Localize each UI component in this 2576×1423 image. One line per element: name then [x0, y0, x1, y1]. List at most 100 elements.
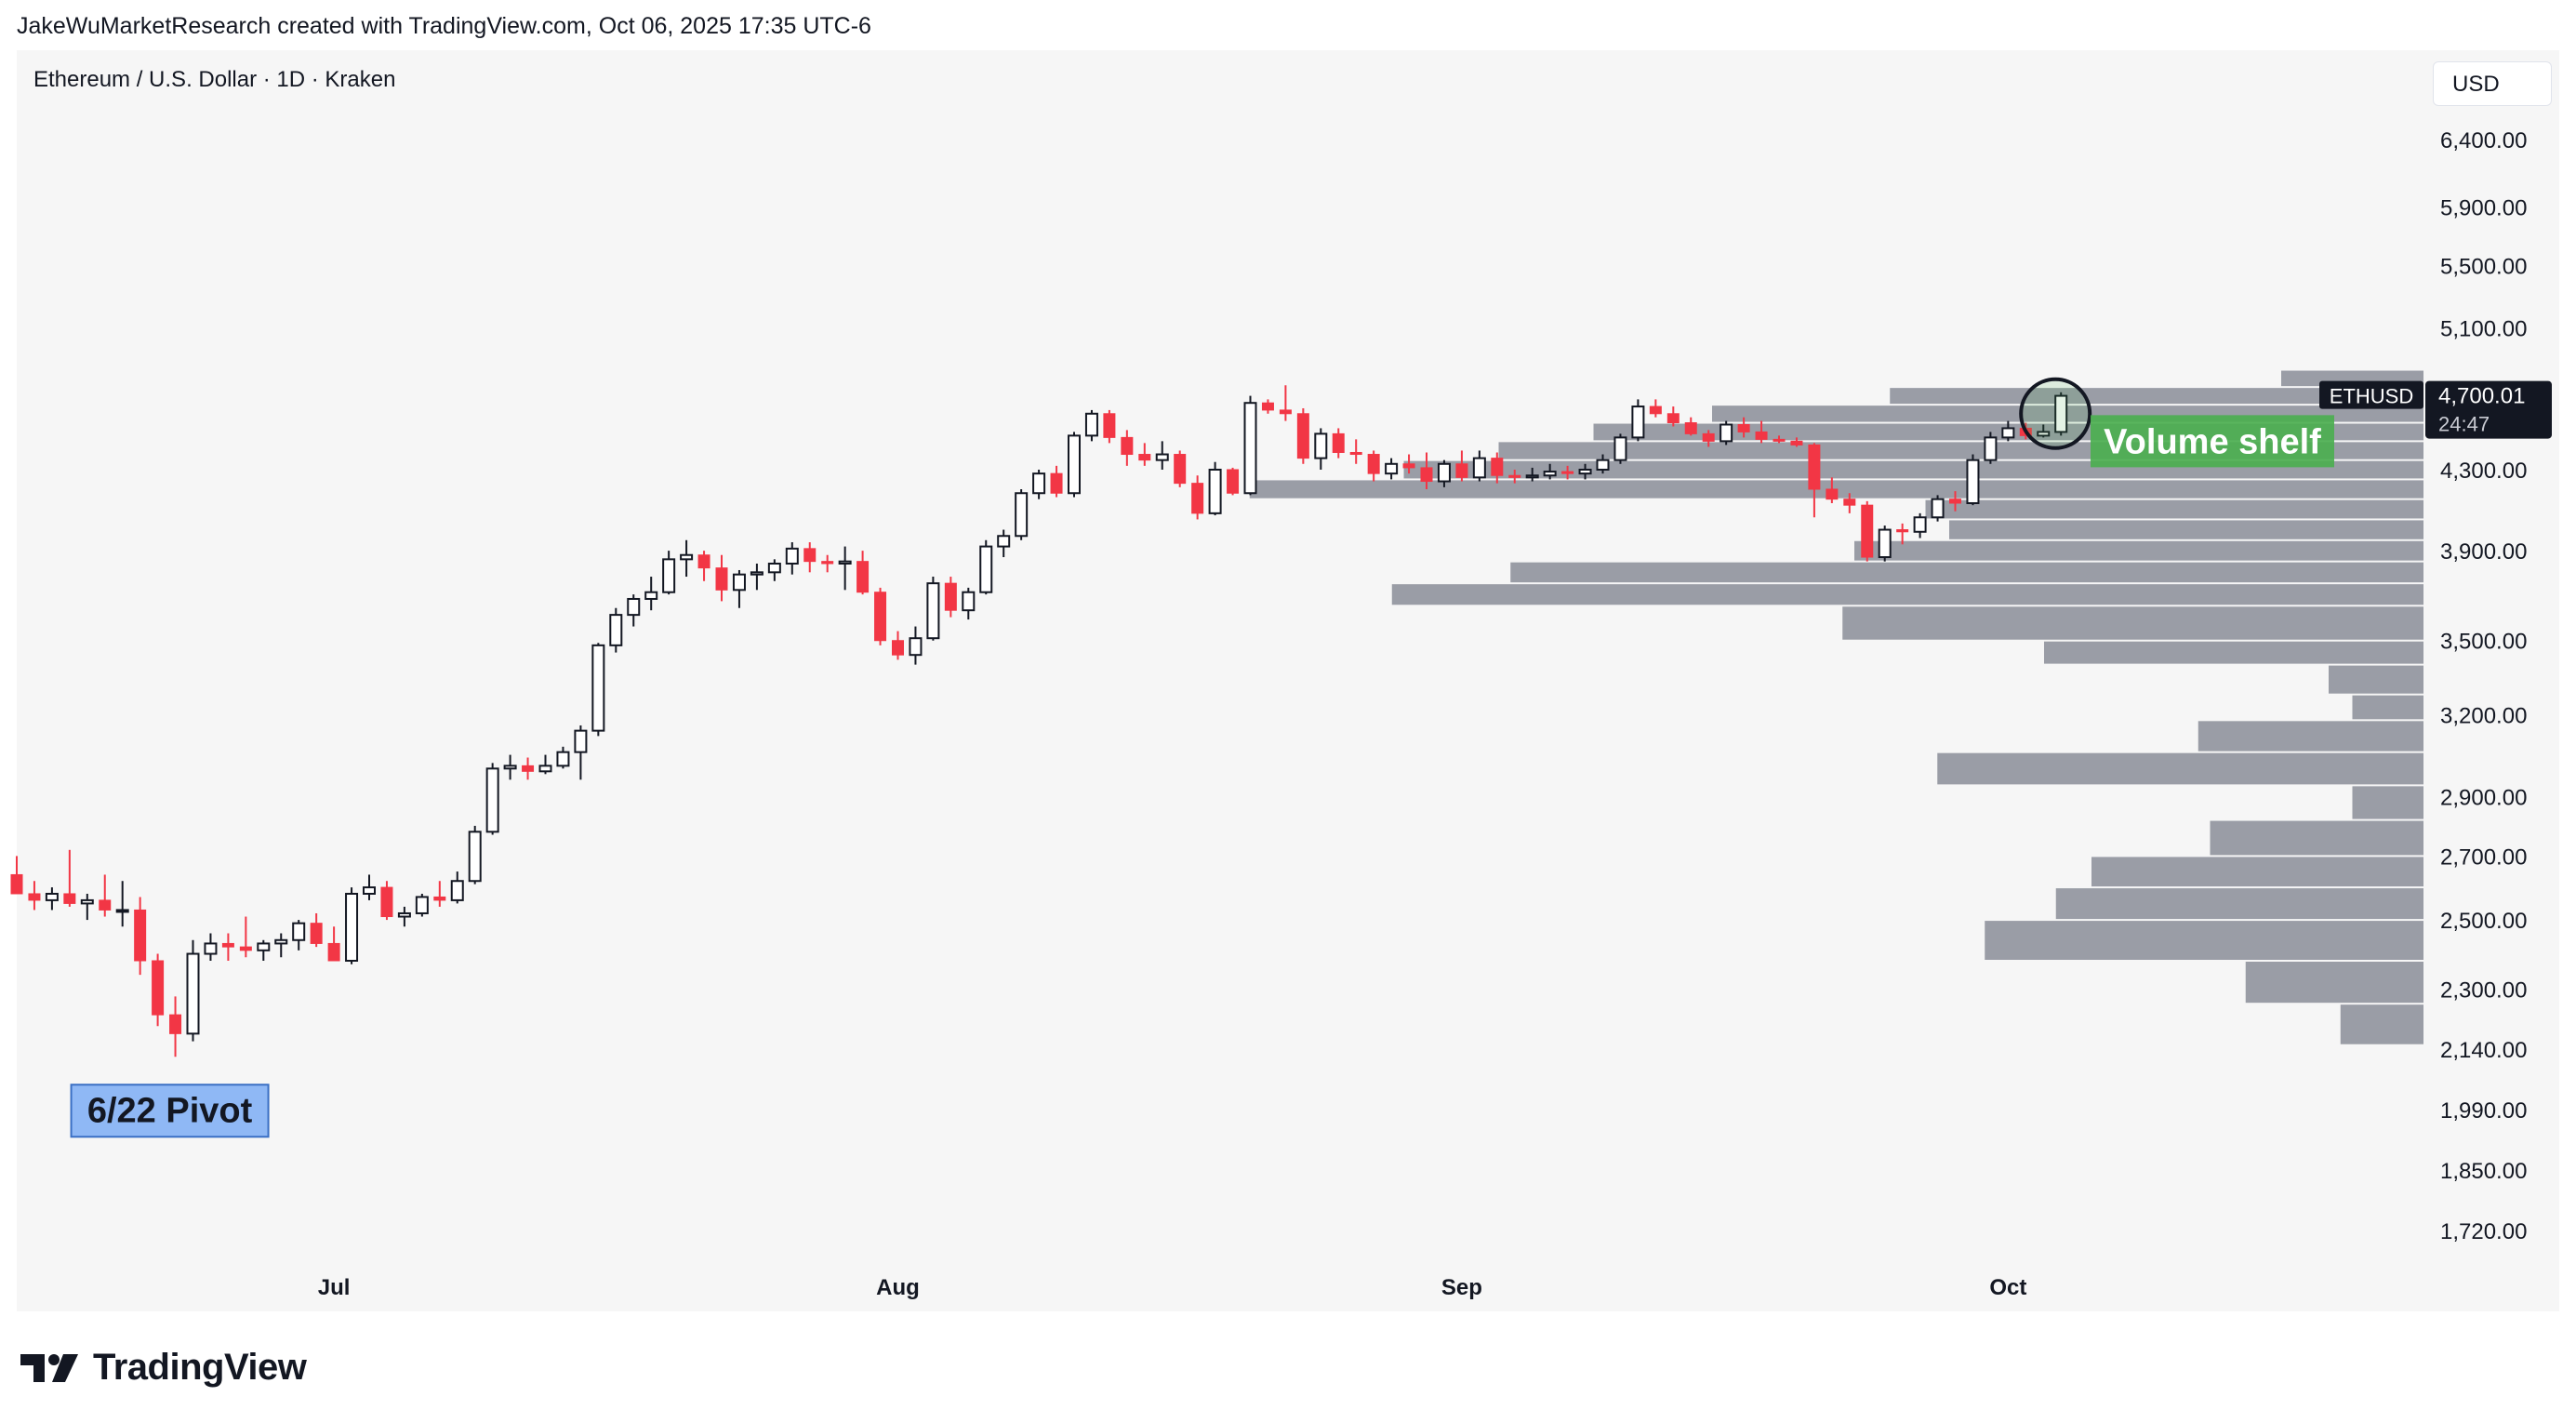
- candle: [45, 892, 59, 901]
- candle: [1773, 438, 1786, 442]
- candle: [909, 637, 923, 657]
- volume-profile-bar: [2091, 857, 2423, 887]
- candle: [1138, 454, 1151, 461]
- candle: [1472, 457, 1486, 479]
- candle: [1878, 528, 1892, 559]
- candle: [1121, 436, 1134, 456]
- candle: [997, 535, 1011, 548]
- candle: [556, 751, 570, 767]
- candle: [538, 765, 552, 773]
- price-axis-label: 2,900.00: [2440, 786, 2527, 811]
- candle: [204, 942, 218, 955]
- candle: [750, 571, 764, 576]
- candle: [803, 548, 817, 563]
- price-axis-label: 1,850.00: [2440, 1159, 2527, 1184]
- candle: [433, 896, 446, 901]
- candle: [1737, 424, 1750, 432]
- candle: [591, 644, 605, 732]
- price-axis-label: 2,140.00: [2440, 1038, 2527, 1063]
- candle: [1720, 423, 1733, 443]
- candle: [310, 923, 323, 944]
- candle: [1755, 431, 1768, 440]
- candle: [2054, 394, 2068, 433]
- highlight-circle: [2019, 377, 2092, 450]
- candle: [1808, 444, 1821, 490]
- candle: [2001, 427, 2015, 439]
- candle: [1332, 432, 1345, 453]
- candle: [1596, 459, 1610, 471]
- candle: [1913, 516, 1927, 533]
- candle: [1174, 454, 1187, 485]
- candle: [1984, 436, 1998, 461]
- time-axis-label: Jul: [318, 1275, 351, 1300]
- candle: [1790, 440, 1803, 446]
- candle: [1243, 402, 1257, 495]
- candle: [1649, 406, 1662, 415]
- candle: [1525, 474, 1539, 479]
- last-price-box: [2425, 380, 2552, 439]
- candle: [680, 553, 694, 561]
- candle: [380, 886, 393, 918]
- volume-profile-bar: [1949, 520, 2423, 539]
- candle: [257, 942, 271, 951]
- volume-profile-bar: [1510, 562, 2423, 583]
- candle: [274, 938, 288, 945]
- candle: [1966, 459, 1980, 504]
- candle: [80, 898, 94, 905]
- price-axis-label: 5,100.00: [2440, 317, 2527, 342]
- symbol-tag-box: [2319, 380, 2423, 409]
- candle: [134, 909, 147, 962]
- volume-profile-bar: [2055, 888, 2423, 920]
- volume-profile-bar: [1854, 540, 2423, 561]
- volume-profile-bar: [1937, 752, 2423, 785]
- price-axis-label: 2,300.00: [2440, 978, 2527, 1004]
- candle: [1015, 492, 1029, 538]
- candle: [152, 960, 165, 1016]
- volume-profile-bar: [2245, 961, 2423, 1004]
- pivot-annotation-box: [70, 1084, 270, 1138]
- candle: [1508, 474, 1521, 478]
- candle: [1084, 412, 1098, 437]
- tradingview-logo-icon: [20, 1353, 78, 1382]
- candle: [1631, 406, 1645, 439]
- candle: [1437, 462, 1451, 483]
- candle: [1420, 467, 1433, 483]
- volume-profile-bar: [1925, 499, 2423, 519]
- candle: [1296, 413, 1309, 459]
- candle: [1155, 453, 1169, 461]
- candle: [926, 582, 940, 640]
- candle: [292, 922, 306, 941]
- candle: [468, 831, 482, 883]
- time-axis-label: Oct: [1989, 1275, 2026, 1300]
- candle: [1826, 488, 1839, 500]
- price-countdown-label: 24:47: [2438, 413, 2490, 436]
- candle: [522, 765, 535, 772]
- volume-profile-bar: [1985, 921, 2423, 960]
- candle: [892, 640, 904, 656]
- time-axis-label: Sep: [1441, 1275, 1482, 1300]
- price-axis-label: 5,500.00: [2440, 254, 2527, 279]
- candle: [715, 567, 728, 591]
- candle: [767, 562, 781, 574]
- chart-area[interactable]: [17, 50, 2559, 1311]
- candle: [644, 591, 658, 600]
- time-axis-label: Aug: [876, 1275, 920, 1300]
- volume-profile-bar: [2044, 641, 2423, 664]
- candle: [838, 560, 852, 565]
- candle: [1666, 413, 1680, 424]
- candle: [574, 729, 588, 753]
- candle: [10, 873, 23, 895]
- volume-profile-bar: [2340, 1004, 2423, 1044]
- candle: [169, 1014, 182, 1034]
- candle: [1279, 409, 1292, 415]
- candle: [1385, 462, 1399, 475]
- candle: [345, 892, 359, 962]
- currency-button[interactable]: USD: [2433, 61, 2552, 106]
- pivot-annotation-label: 6/22 Pivot: [87, 1091, 253, 1130]
- price-axis-label: 6,400.00: [2440, 128, 2527, 153]
- candle: [221, 942, 234, 948]
- candle: [944, 582, 957, 611]
- volume-profile-bar: [2352, 695, 2423, 720]
- candle: [1931, 498, 1945, 519]
- candle: [732, 573, 746, 592]
